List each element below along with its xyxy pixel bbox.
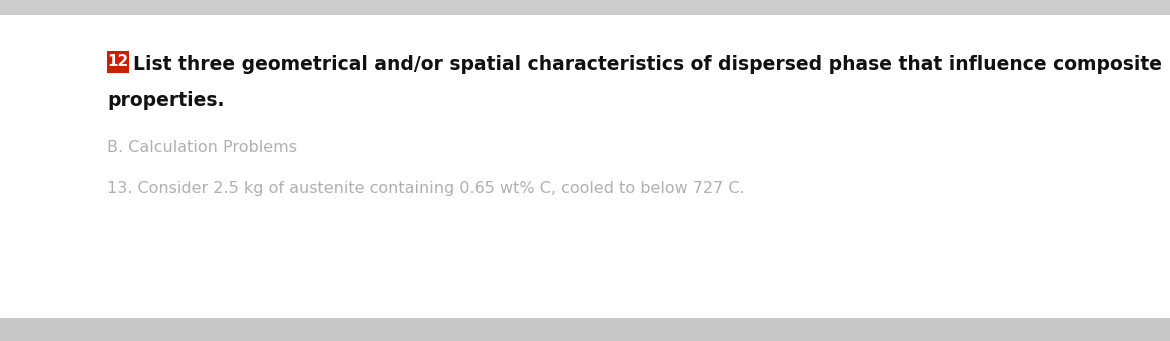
Text: 12: 12 [108,55,129,70]
Text: 13. Consider 2.5 kg of austenite containing 0.65 wt% C, cooled to below 727 C.: 13. Consider 2.5 kg of austenite contain… [106,180,744,195]
Text: properties.: properties. [106,90,225,109]
Bar [0,318,1170,341]
Bar [106,51,129,73]
Bar [0,0,1170,15]
Text: List three geometrical and/or spatial characteristics of dispersed phase that in: List three geometrical and/or spatial ch… [133,56,1162,74]
Text: B. Calculation Problems: B. Calculation Problems [106,140,297,155]
